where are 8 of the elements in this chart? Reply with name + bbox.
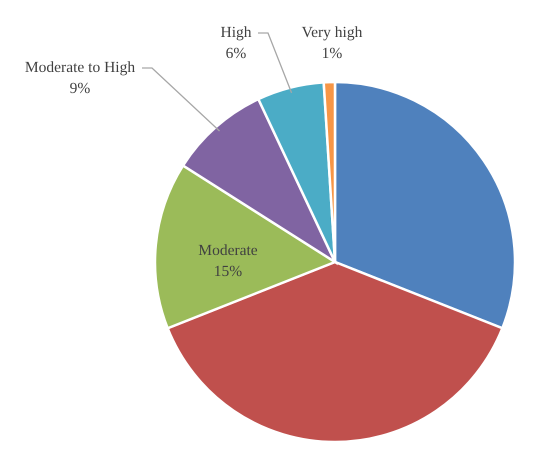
data-label: 15% — [214, 263, 242, 280]
slice-label: Moderate to High — [24, 59, 136, 76]
slice-label: High — [220, 24, 252, 41]
slice-label: Moderate — [198, 242, 258, 259]
data-label: 9% — [70, 80, 90, 97]
data-label: 6% — [226, 45, 246, 62]
data-label: 1% — [322, 45, 342, 62]
slice-label: Very high — [302, 24, 363, 41]
